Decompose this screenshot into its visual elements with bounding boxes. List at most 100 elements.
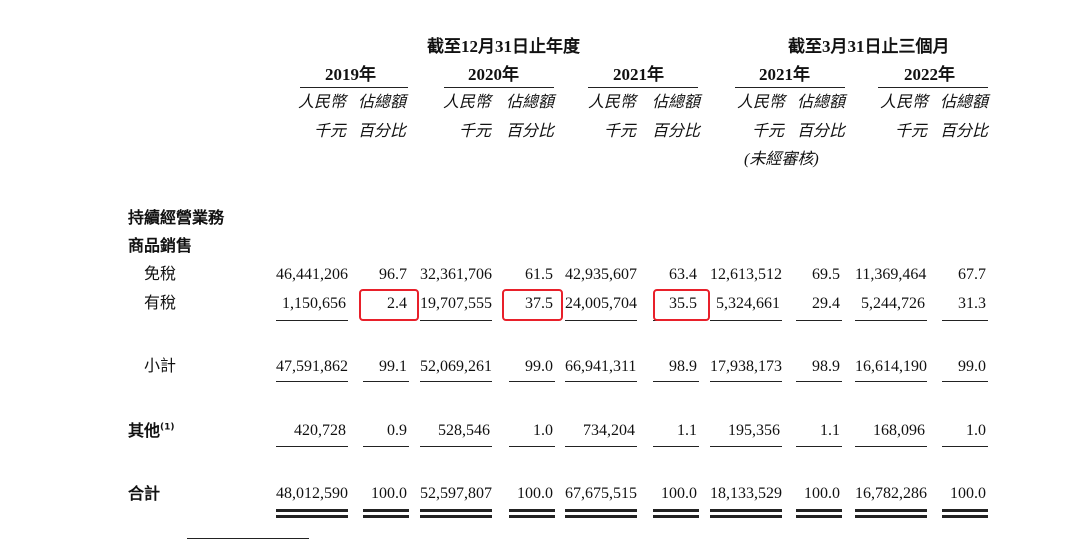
unit-pct-header: 佔總額 [652,94,701,111]
cell-2021q1-amount: 17,938,173 [710,358,782,375]
unaudited-note: (未經審核) [744,151,819,168]
cell-2019-pct: 2.4 [387,295,407,312]
subtotal-underline [653,381,699,382]
subtotal-underline [565,446,637,447]
cell-2019-amount: 46,441,206 [276,266,348,283]
cell-2020-amount: 52,069,261 [420,358,492,375]
cell-2022q1-pct: 100.0 [950,485,986,502]
double-underline [710,509,782,512]
cell-2019-pct: 99.1 [379,358,407,375]
double-underline [855,509,927,512]
cell-2022q1-pct: 1.0 [966,422,986,439]
cell-2021-pct: 63.4 [669,266,697,283]
double-underline [796,509,842,512]
subtotal-underline [710,381,782,382]
unit-pct-header: 佔總額 [797,94,846,111]
cell-2022q1-pct: 67.7 [958,266,986,283]
cell-2020-amount: 528,546 [438,422,490,439]
cell-2020-pct: 99.0 [525,358,553,375]
section-goods-sales: 商品銷售 [128,236,193,255]
subtotal-underline [565,320,637,321]
cell-2021-amount: 67,675,515 [565,485,637,502]
footnote-marker: (1) [160,422,175,433]
cell-2020-amount: 32,361,706 [420,266,492,283]
cell-2022q1-pct: 31.3 [958,295,986,312]
double-underline [855,515,927,518]
cell-2022q1-pct: 99.0 [958,358,986,375]
subtotal-underline [942,446,988,447]
unit-pct-header: 佔總額 [940,94,989,111]
subtotal-underline [942,320,988,321]
cell-2019-amount: 420,728 [294,422,346,439]
footnote-separator [187,538,309,539]
unit-amount-header: 千元 [752,123,785,140]
highlight-box-2019-pct [359,289,419,321]
cell-2020-pct: 61.5 [525,266,553,283]
double-underline [796,515,842,518]
cell-2020-pct: 1.0 [533,422,553,439]
unit-pct-header: 百分比 [358,123,407,140]
cell-2021q1-pct: 69.5 [812,266,840,283]
unit-amount-header: 人民幣 [298,94,347,111]
double-underline [942,509,988,512]
subtotal-underline [565,381,637,382]
subtotal-underline [796,320,842,321]
cell-2021-amount: 24,005,704 [565,295,637,312]
row-label-duty-free: 免稅 [144,266,177,283]
year-header-2022-q1: 2022年 [904,65,955,84]
double-underline [420,509,492,512]
double-underline [363,515,409,518]
double-underline [653,509,699,512]
double-underline [363,509,409,512]
double-underline [509,509,555,512]
cell-2022q1-amount: 11,369,464 [855,266,927,283]
cell-2021q1-amount: 12,613,512 [710,266,782,283]
cell-2021-pct: 98.9 [669,358,697,375]
cell-2021-pct: 1.1 [677,422,697,439]
others-label: 其他 [128,421,161,440]
unit-amount-header: 人民幣 [443,94,492,111]
unit-pct-header: 佔總額 [506,94,555,111]
cell-2021-amount: 66,941,311 [565,358,637,375]
cell-2021-pct: 35.5 [669,295,697,312]
unit-pct-header: 百分比 [940,123,989,140]
double-underline [276,515,348,518]
unit-amount-header: 千元 [604,123,637,140]
cell-2020-pct: 37.5 [525,295,553,312]
header-quarter-group: 截至3月31日止三個月 [788,37,950,56]
cell-2022q1-amount: 5,244,726 [861,295,925,312]
cell-2021q1-pct: 1.1 [820,422,840,439]
unit-amount-header: 人民幣 [880,94,929,111]
subtotal-underline [855,446,927,447]
subtotal-underline [363,446,409,447]
year-underline [878,87,988,88]
cell-2021q1-pct: 98.9 [812,358,840,375]
subtotal-underline [276,446,348,447]
cell-2021-amount: 734,204 [583,422,635,439]
year-underline [735,87,845,88]
double-underline [653,515,699,518]
cell-2020-amount: 52,597,807 [420,485,492,502]
subtotal-underline [796,446,842,447]
section-continuing-ops: 持續經營業務 [128,208,225,227]
cell-2019-amount: 47,591,862 [276,358,348,375]
year-header-2021: 2021年 [613,65,664,84]
cell-2021-amount: 42,935,607 [565,266,637,283]
unit-pct-header: 百分比 [797,123,846,140]
year-underline [300,87,408,88]
unit-amount-header: 千元 [314,123,347,140]
double-underline [942,515,988,518]
highlight-box-2020-pct [502,289,563,321]
unit-pct-header: 佔總額 [358,94,407,111]
cell-2019-amount: 48,012,590 [276,485,348,502]
subtotal-underline [653,446,699,447]
cell-2021-pct: 100.0 [661,485,697,502]
subtotal-underline [420,320,492,321]
year-underline [588,87,698,88]
cell-2021q1-amount: 195,356 [728,422,780,439]
subtotal-underline [855,381,927,382]
row-label-total: 合計 [128,484,161,503]
subtotal-underline [509,381,555,382]
cell-2019-amount: 1,150,656 [282,295,346,312]
cell-2020-pct: 100.0 [517,485,553,502]
